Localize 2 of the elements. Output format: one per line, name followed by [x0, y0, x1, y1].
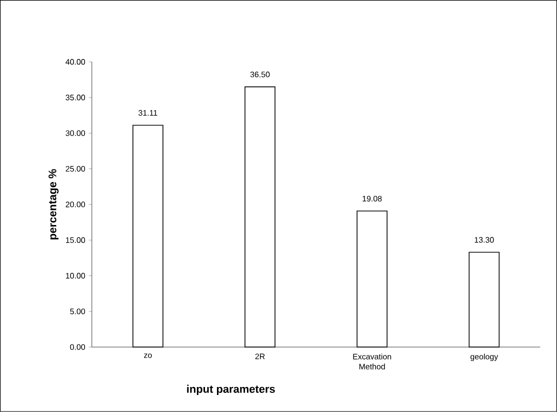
y-axis-title: percentage % — [48, 169, 59, 240]
x-axis-title: input parameters — [187, 384, 275, 396]
